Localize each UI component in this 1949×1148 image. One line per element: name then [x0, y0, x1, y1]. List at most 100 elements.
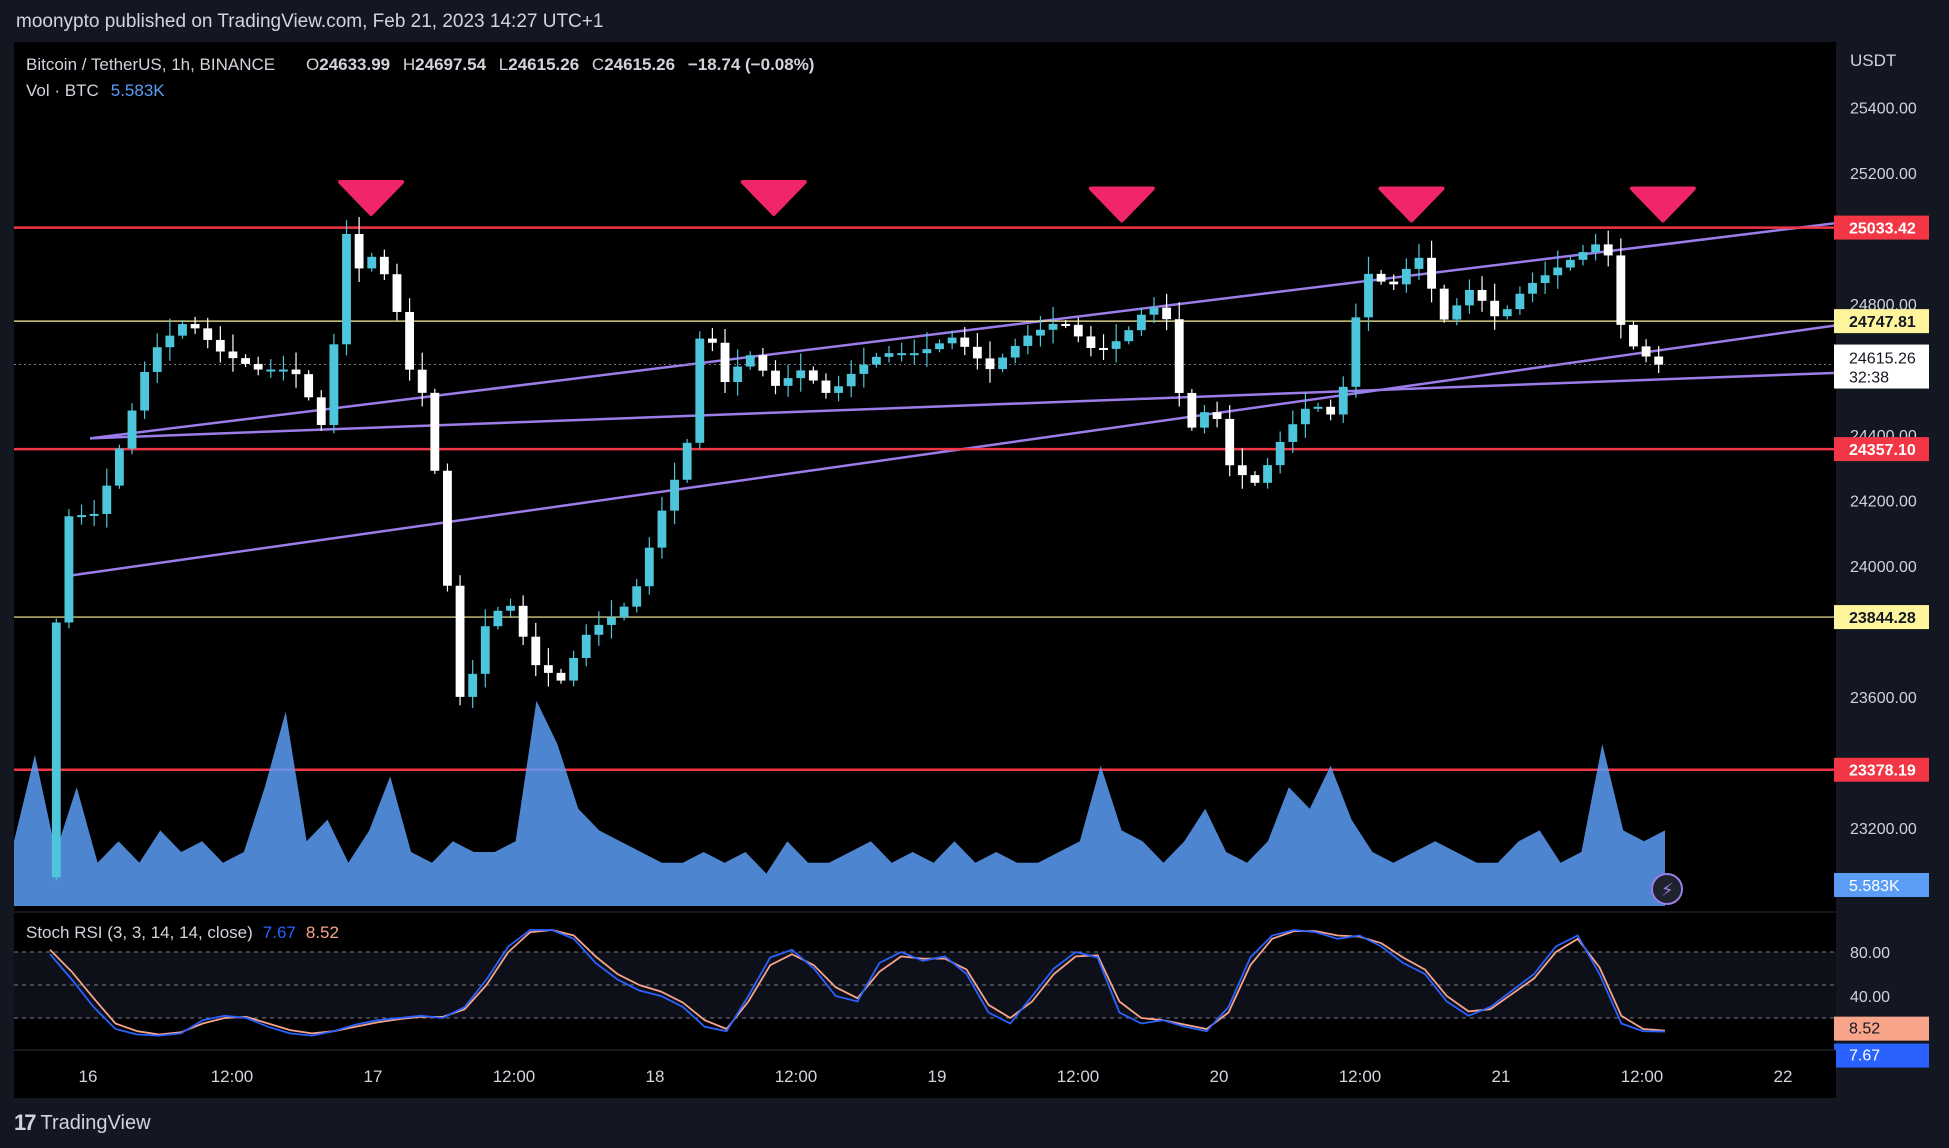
- time-tick: 12:00: [493, 1067, 536, 1086]
- candle-body: [1048, 323, 1058, 330]
- candle-body: [241, 358, 250, 364]
- stoch-d-tag: [1834, 1016, 1929, 1041]
- candle-body: [771, 370, 780, 386]
- candle-body: [1313, 406, 1323, 409]
- candle-body: [443, 470, 452, 586]
- candle-body: [543, 665, 553, 673]
- candle-body: [859, 364, 869, 374]
- candle-body: [884, 353, 894, 357]
- candle-body: [707, 338, 717, 343]
- candle-body: [493, 610, 503, 627]
- candle-body: [1338, 386, 1348, 415]
- candle-body: [1010, 345, 1020, 358]
- volume-histogram: [14, 700, 1665, 906]
- stoch-band: [14, 952, 1836, 1018]
- candle-body: [1111, 341, 1121, 349]
- candle-body: [1364, 273, 1373, 318]
- time-axis-bg: [14, 1050, 1836, 1098]
- candle-body: [1124, 330, 1134, 342]
- candle-body: [1200, 412, 1209, 428]
- candle-body: [64, 516, 74, 623]
- level-price-label: 24747.81: [1849, 314, 1916, 331]
- top-marker-icon: [1378, 186, 1445, 223]
- tradingview-wordmark: TradingView: [40, 1111, 151, 1134]
- candle-body: [279, 369, 288, 372]
- candle-body: [1099, 347, 1108, 350]
- candle-body: [1401, 268, 1411, 285]
- candle-body: [1477, 289, 1487, 301]
- candle-body: [392, 274, 402, 312]
- level-price-tag: [1834, 215, 1929, 240]
- top-marker-icon: [1629, 186, 1696, 223]
- candle-body: [834, 386, 843, 393]
- time-tick: 12:00: [211, 1067, 254, 1086]
- candle-body: [1414, 257, 1424, 269]
- level-price-label: 25033.42: [1849, 221, 1916, 238]
- candle-body: [518, 605, 528, 637]
- candle-body: [417, 369, 427, 393]
- candle-body: [783, 378, 793, 386]
- candle-body: [1578, 252, 1588, 260]
- top-marker-icon: [338, 179, 405, 216]
- candle-body: [1061, 323, 1071, 326]
- candle-body: [1162, 307, 1172, 320]
- level-price-tag: [1834, 605, 1929, 630]
- candle-body: [1300, 408, 1310, 425]
- candle-body: [291, 369, 301, 375]
- stoch-d-line: [49, 929, 1666, 1036]
- candle-body: [1073, 324, 1083, 337]
- candle-body: [682, 442, 692, 480]
- lightning-glyph: ⚡: [1661, 880, 1674, 900]
- chart-background: [14, 42, 1836, 1097]
- time-tick: 20: [1210, 1067, 1229, 1086]
- candle-body: [430, 392, 440, 471]
- top-marker-icon: [740, 179, 807, 216]
- time-tick: 21: [1492, 1067, 1511, 1086]
- candle-body: [1616, 255, 1626, 325]
- candle-body: [1515, 293, 1525, 310]
- level-price-tag: [1834, 309, 1929, 334]
- lightning-icon[interactable]: [1651, 873, 1683, 905]
- candles: [51, 216, 1664, 881]
- candle-body: [1187, 392, 1197, 428]
- level-price-label: 23844.28: [1849, 610, 1916, 627]
- candle-body: [455, 585, 465, 697]
- candle-body: [51, 622, 61, 878]
- candle-body: [897, 353, 907, 356]
- time-tick: 12:00: [1339, 1067, 1382, 1086]
- candle-body: [1603, 244, 1613, 256]
- candle-body: [846, 373, 856, 387]
- candle-body: [556, 672, 566, 681]
- candle-body: [1212, 412, 1222, 419]
- candle-body: [909, 353, 919, 356]
- level-price-label: 23378.19: [1849, 763, 1916, 780]
- price-tick: 23200.00: [1850, 821, 1917, 838]
- candle-body: [972, 346, 982, 359]
- candle-body: [127, 410, 137, 449]
- stoch-k-line: [49, 929, 1666, 1037]
- candle-body: [1149, 307, 1159, 315]
- candle-body: [1490, 300, 1500, 317]
- time-tick: 16: [79, 1067, 98, 1086]
- tradingview-logo[interactable]: 17 TradingView: [14, 1110, 151, 1136]
- time-tick: 19: [928, 1067, 947, 1086]
- time-tick: 22: [1774, 1067, 1793, 1086]
- header-bar: moonypto published on TradingView.com, F…: [0, 0, 1949, 42]
- price-tick: 24200.00: [1850, 494, 1917, 511]
- price-axis[interactable]: 25400.0025200.0024800.0024400.0024200.00…: [1834, 42, 1949, 1098]
- time-axis[interactable]: 16 12:00 17 12:00 18 12:00 19 12:00 20 12:00 21 12:…: [14, 1049, 1836, 1098]
- candle-body: [695, 338, 705, 443]
- candle-body: [77, 515, 86, 518]
- footer-bar: [0, 1098, 1949, 1148]
- legend-symbol: Bitcoin / TetherUS, 1h, BINANCE: [26, 55, 275, 74]
- top-markers: [338, 179, 1696, 223]
- level-price-tag: [1834, 757, 1929, 782]
- level-price-tag: [1834, 437, 1929, 462]
- candle-body: [405, 311, 415, 370]
- candle-body: [644, 547, 654, 587]
- candle-body: [114, 448, 124, 486]
- candle-body: [1326, 406, 1336, 415]
- stoch-rsi-pane: [14, 911, 1836, 1037]
- candle-body: [1389, 281, 1399, 285]
